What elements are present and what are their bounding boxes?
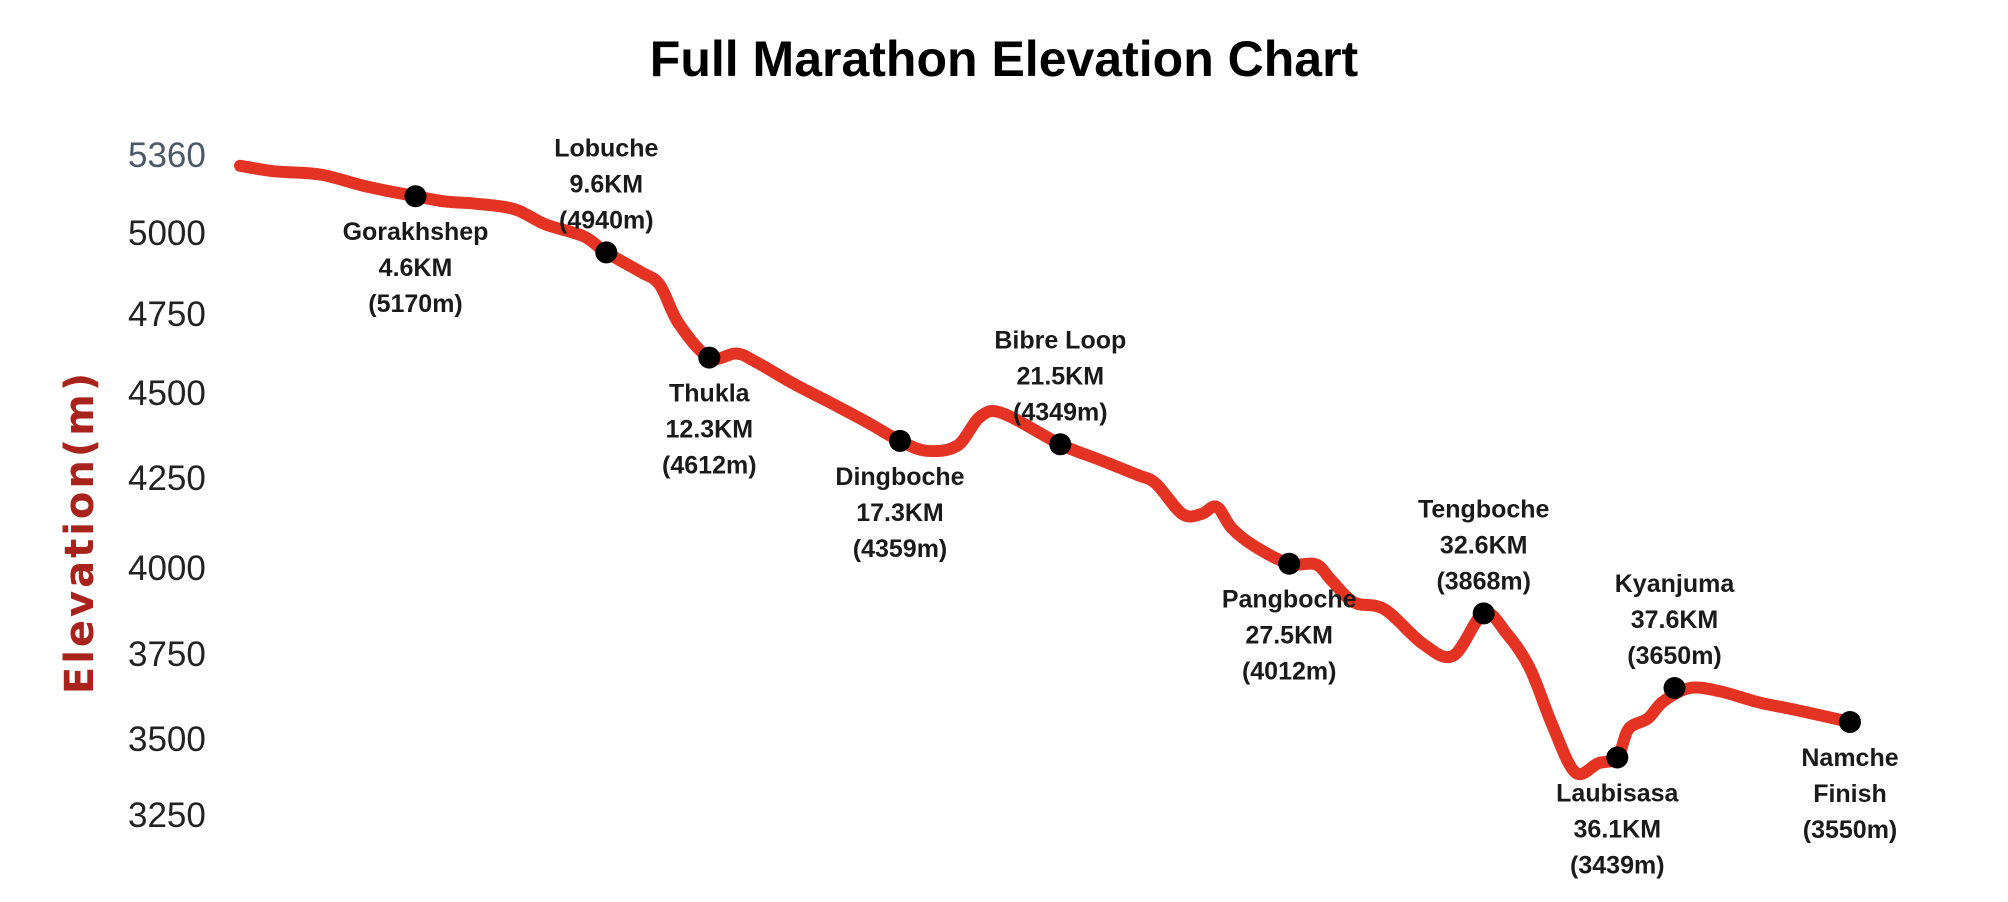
checkpoint-label: Namche Finish (3550m) xyxy=(1801,744,1898,844)
y-axis-ticks: 5360 5000 4750 4500 4250 4000 3750 3500 3250 xyxy=(128,136,206,835)
checkpoint-label: Laubisasa 36.1KM (3439m) xyxy=(1556,780,1679,880)
checkpoint-name: Dingboche xyxy=(835,463,964,491)
checkpoint-marker xyxy=(1278,552,1301,575)
y-tick-label: 4500 xyxy=(128,374,206,413)
checkpoint-distance: 4.6KM xyxy=(379,254,453,282)
elevation-profile-line xyxy=(234,159,1856,781)
checkpoint-elevation: (4612m) xyxy=(662,452,757,480)
checkpoint-name: Bibre Loop xyxy=(994,326,1126,354)
checkpoint-marker xyxy=(1663,677,1686,699)
checkpoint-elevation: (3650m) xyxy=(1627,642,1722,670)
checkpoint-distance: 9.6KM xyxy=(569,170,643,198)
checkpoint-name: Kyanjuma xyxy=(1615,570,1736,598)
checkpoint-elevation: (4940m) xyxy=(559,206,654,234)
checkpoint-label: Tengboche 32.6KM (3868m) xyxy=(1418,495,1550,595)
y-tick-label: 3500 xyxy=(128,720,206,759)
checkpoint-name: Pangboche xyxy=(1222,586,1357,614)
checkpoint-label: Bibre Loop 21.5KM (4349m) xyxy=(994,326,1126,426)
checkpoint-marker xyxy=(1839,711,1861,733)
y-axis-label: Elevation(m) xyxy=(57,370,103,694)
checkpoint-distance: 12.3KM xyxy=(666,416,754,444)
checkpoint-marker xyxy=(1049,433,1072,456)
checkpoint-labels: Gorakhshep 4.6KM (5170m) Lobuche 9.6KM (4940m… xyxy=(343,134,1899,879)
checkpoint-name: Tengboche xyxy=(1418,495,1550,523)
checkpoint-elevation: (5170m) xyxy=(368,290,463,318)
y-tick-label: 5000 xyxy=(128,214,206,253)
checkpoint-name: Gorakhshep xyxy=(343,218,489,246)
checkpoint-elevation: (4349m) xyxy=(1013,398,1108,426)
checkpoint-marker xyxy=(595,241,618,264)
checkpoint-marker xyxy=(889,429,911,452)
y-tick-label: 3250 xyxy=(128,796,206,835)
checkpoint-distance: 36.1KM xyxy=(1574,816,1662,844)
y-tick-label: 4250 xyxy=(128,459,206,498)
chart-title: Full Marathon Elevation Chart xyxy=(650,31,1359,87)
y-tick-label: 3750 xyxy=(128,635,206,674)
checkpoint-marker xyxy=(1606,746,1629,769)
y-tick-label: 4750 xyxy=(128,295,206,334)
checkpoint-name: Lobuche xyxy=(554,134,658,162)
y-tick-label: 5360 xyxy=(128,136,206,175)
checkpoint-distance: 17.3KM xyxy=(856,499,944,527)
checkpoint-elevation: (3439m) xyxy=(1570,852,1665,880)
checkpoint-marker xyxy=(404,185,427,208)
checkpoint-name: Laubisasa xyxy=(1556,780,1679,808)
checkpoint-label: Thukla 12.3KM (4612m) xyxy=(662,380,757,480)
checkpoint-distance: 21.5KM xyxy=(1017,362,1105,390)
checkpoint-elevation: (4012m) xyxy=(1242,658,1337,686)
checkpoint-elevation: (3550m) xyxy=(1803,816,1898,844)
checkpoint-name: Namche xyxy=(1801,744,1898,772)
checkpoint-distance: Finish xyxy=(1813,780,1887,808)
checkpoint-label: Kyanjuma 37.6KM (3650m) xyxy=(1615,570,1736,670)
checkpoint-label: Lobuche 9.6KM (4940m) xyxy=(554,134,658,234)
checkpoint-markers xyxy=(404,185,1861,769)
checkpoint-label: Pangboche 27.5KM (4012m) xyxy=(1222,586,1357,686)
checkpoint-elevation: (4359m) xyxy=(853,535,948,563)
checkpoint-distance: 37.6KM xyxy=(1631,606,1719,634)
checkpoint-distance: 32.6KM xyxy=(1440,531,1528,559)
checkpoint-elevation: (3868m) xyxy=(1436,567,1531,595)
y-tick-label: 4000 xyxy=(128,549,206,588)
checkpoint-label: Dingboche 17.3KM (4359m) xyxy=(835,463,964,563)
checkpoint-marker xyxy=(1472,602,1495,625)
checkpoint-distance: 27.5KM xyxy=(1245,622,1333,650)
checkpoint-marker xyxy=(698,346,721,369)
checkpoint-name: Thukla xyxy=(669,380,751,408)
checkpoint-label: Gorakhshep 4.6KM (5170m) xyxy=(343,218,489,318)
